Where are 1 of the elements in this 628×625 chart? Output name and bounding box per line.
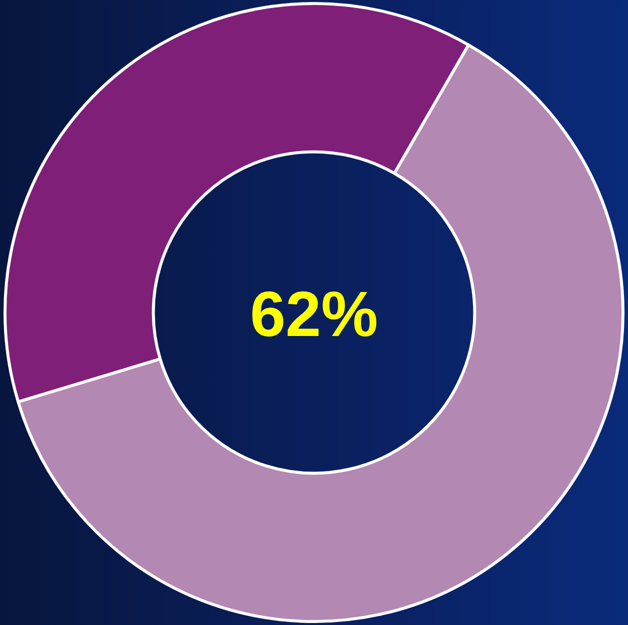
text: 62%: [250, 278, 378, 350]
